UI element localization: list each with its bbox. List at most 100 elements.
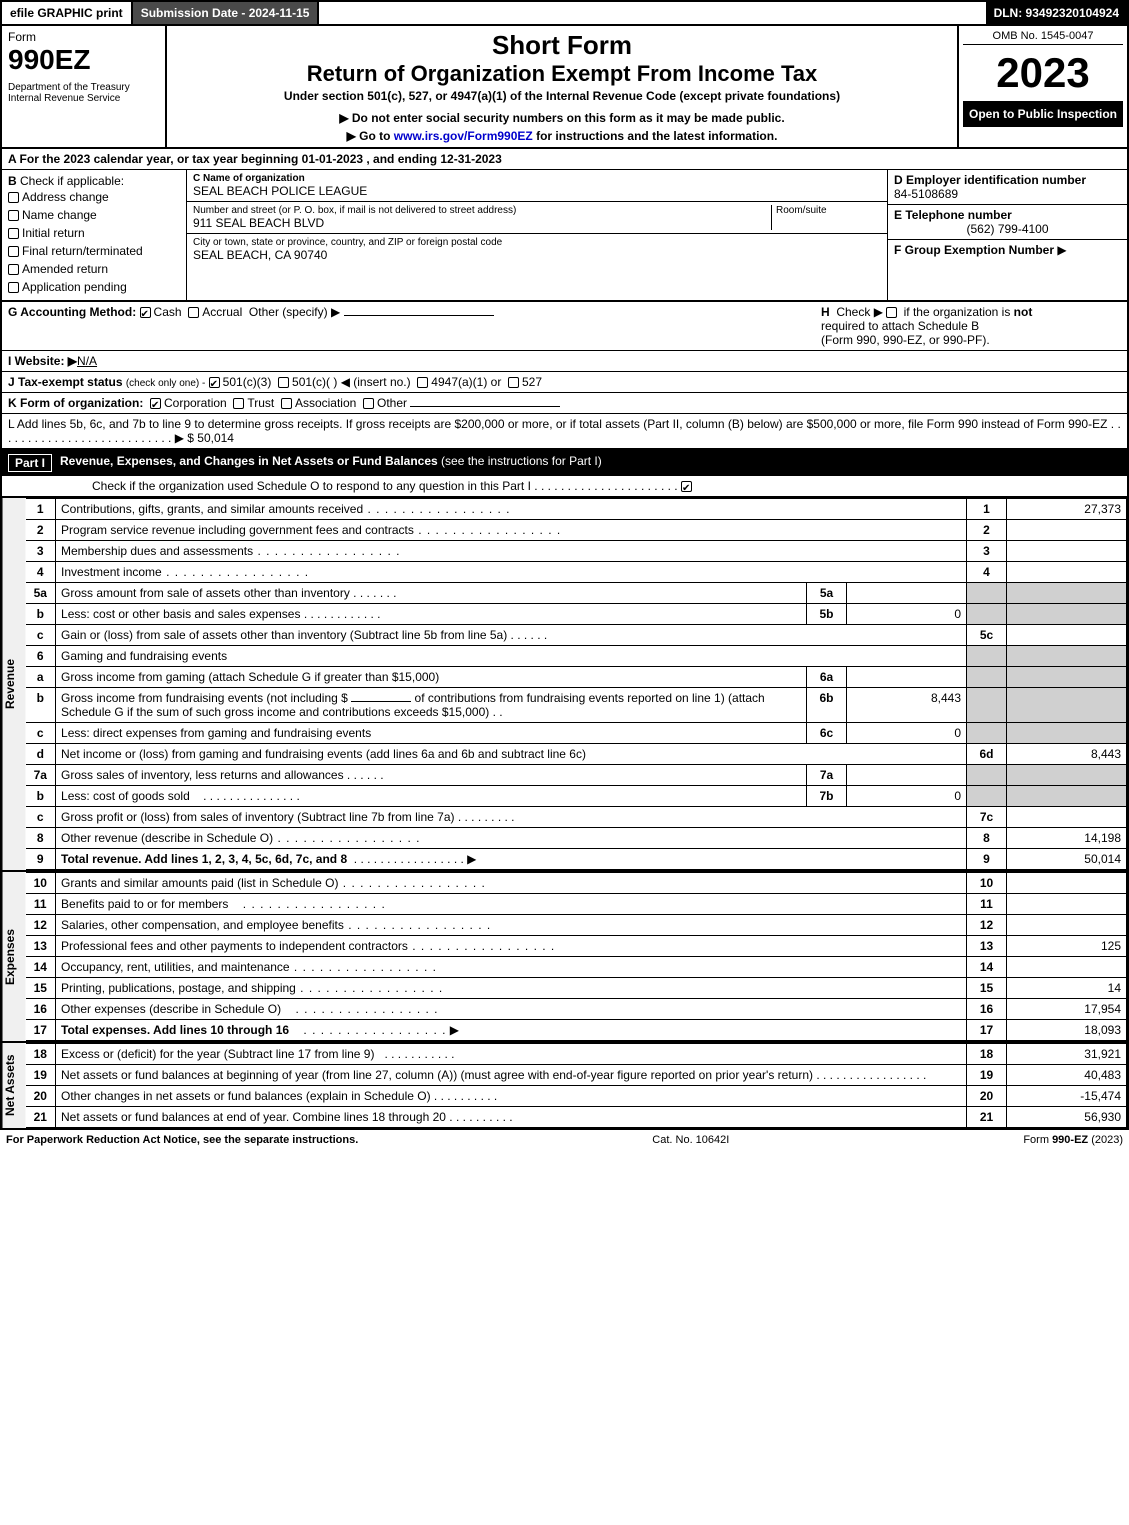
h-check: Check ▶ <box>836 305 883 319</box>
l19-desc: Net assets or fund balances at beginning… <box>61 1068 813 1082</box>
l19-amt: 40,483 <box>1007 1065 1127 1086</box>
l21-num: 21 <box>26 1107 56 1128</box>
l21-ln: 21 <box>967 1107 1007 1128</box>
l6c-mid: 6c <box>807 723 847 744</box>
l2-ln: 2 <box>967 520 1007 541</box>
j-label: J Tax-exempt status <box>8 375 123 389</box>
link-irs[interactable]: www.irs.gov/Form990EZ <box>394 129 533 143</box>
chk-amended-return[interactable]: Amended return <box>8 260 180 278</box>
l12-ln: 12 <box>967 915 1007 936</box>
chk-4947[interactable] <box>417 377 428 388</box>
l7c-num: c <box>26 807 56 828</box>
l5c-desc: Gain or (loss) from sale of assets other… <box>61 628 507 642</box>
l5a-mid: 5a <box>807 583 847 604</box>
subtitle: Under section 501(c), 527, or 4947(a)(1)… <box>171 89 953 103</box>
l2-num: 2 <box>26 520 56 541</box>
chk-initial-return[interactable]: Initial return <box>8 224 180 242</box>
page-footer: For Paperwork Reduction Act Notice, see … <box>0 1130 1129 1150</box>
chk-schedule-o[interactable] <box>681 481 692 492</box>
chk-address-change[interactable]: Address change <box>8 188 180 206</box>
city-label: City or town, state or province, country… <box>193 237 881 248</box>
l16-amt: 17,954 <box>1007 999 1127 1020</box>
lbl-527: 527 <box>522 375 542 389</box>
f-label: F Group Exemption Number <box>894 243 1054 257</box>
l13-amt: 125 <box>1007 936 1127 957</box>
form-header: Form 990EZ Department of the Treasury In… <box>0 26 1129 149</box>
chk-501c[interactable] <box>278 377 289 388</box>
l9-num: 9 <box>26 849 56 870</box>
lbl-other: Other (specify) ▶ <box>249 305 340 319</box>
l5a-desc: Gross amount from sale of assets other t… <box>61 586 350 600</box>
chk-corp[interactable] <box>150 398 161 409</box>
l7c-desc: Gross profit or (loss) from sales of inv… <box>61 810 454 824</box>
lbl-501c3: 501(c)(3) <box>223 375 272 389</box>
l3-ln: 3 <box>967 541 1007 562</box>
chk-other-org[interactable] <box>363 398 374 409</box>
l20-desc: Other changes in net assets or fund bala… <box>61 1089 431 1103</box>
part1-label: Part I <box>8 454 52 472</box>
efile-print[interactable]: efile GRAPHIC print <box>2 2 133 24</box>
netassets-table: 18Excess or (deficit) for the year (Subt… <box>26 1043 1127 1128</box>
chk-501c3[interactable] <box>209 377 220 388</box>
l5c-ln: 5c <box>967 625 1007 646</box>
c-label: C Name of organization <box>193 173 881 184</box>
chk-name-change[interactable]: Name change <box>8 206 180 224</box>
line-k: K Form of organization: Corporation Trus… <box>0 393 1129 414</box>
l17-amt: 18,093 <box>1007 1020 1127 1041</box>
l3-amt <box>1007 541 1127 562</box>
footer-left: For Paperwork Reduction Act Notice, see … <box>6 1134 358 1146</box>
part1-check-note: Check if the organization used Schedule … <box>0 476 1129 498</box>
l4-num: 4 <box>26 562 56 583</box>
l3-desc: Membership dues and assessments <box>61 544 253 558</box>
l14-desc: Occupancy, rent, utilities, and maintena… <box>61 960 290 974</box>
netassets-section: Net Assets 18Excess or (deficit) for the… <box>0 1043 1129 1130</box>
i-label: I Website: ▶ <box>8 354 77 368</box>
l5b-mida: 0 <box>847 604 967 625</box>
l1-desc: Contributions, gifts, grants, and simila… <box>61 502 363 516</box>
l7a-desc: Gross sales of inventory, less returns a… <box>61 768 344 782</box>
l8-desc: Other revenue (describe in Schedule O) <box>61 831 273 845</box>
l16-ln: 16 <box>967 999 1007 1020</box>
l17-num: 17 <box>26 1020 56 1041</box>
l7a-mida <box>847 765 967 786</box>
l8-amt: 14,198 <box>1007 828 1127 849</box>
l7a-mid: 7a <box>807 765 847 786</box>
d-label: D Employer identification number <box>894 173 1086 187</box>
l5a-mida <box>847 583 967 604</box>
city-value: SEAL BEACH, CA 90740 <box>193 248 881 262</box>
l7c-amt <box>1007 807 1127 828</box>
chk-h[interactable] <box>886 307 897 318</box>
lbl-corp: Corporation <box>164 396 227 410</box>
chk-application-pending[interactable]: Application pending <box>8 278 180 296</box>
room-label: Room/suite <box>776 205 881 216</box>
l4-amt <box>1007 562 1127 583</box>
lbl-assoc: Association <box>295 396 356 410</box>
l7b-num: b <box>26 786 56 807</box>
l-amount: $ 50,014 <box>187 431 234 445</box>
l5b-mid: 5b <box>807 604 847 625</box>
h-t4: (Form 990, 990-EZ, or 990-PF). <box>821 333 990 347</box>
chk-527[interactable] <box>508 377 519 388</box>
revenue-section: Revenue 1Contributions, gifts, grants, a… <box>0 498 1129 872</box>
chk-cash[interactable] <box>140 307 151 318</box>
l8-num: 8 <box>26 828 56 849</box>
chk-assoc[interactable] <box>281 398 292 409</box>
form-number: 990EZ <box>8 44 159 76</box>
title-short-form: Short Form <box>171 30 953 61</box>
dln: DLN: 93492320104924 <box>986 2 1127 24</box>
lbl-cash: Cash <box>154 305 182 319</box>
l6b-desc1: Gross income from fundraising events (no… <box>61 691 348 705</box>
l17-desc: Total expenses. Add lines 10 through 16 <box>61 1023 289 1037</box>
chk-final-return[interactable]: Final return/terminated <box>8 242 180 260</box>
l6d-num: d <box>26 744 56 765</box>
chk-accrual[interactable] <box>188 307 199 318</box>
org-name: SEAL BEACH POLICE LEAGUE <box>193 184 881 198</box>
l19-num: 19 <box>26 1065 56 1086</box>
l8-ln: 8 <box>967 828 1007 849</box>
part1-sub: (see the instructions for Part I) <box>441 454 602 468</box>
l11-desc: Benefits paid to or for members <box>61 897 228 911</box>
l14-num: 14 <box>26 957 56 978</box>
chk-trust[interactable] <box>233 398 244 409</box>
l6a-desc: Gross income from gaming (attach Schedul… <box>61 670 439 684</box>
part1-header: Part I Revenue, Expenses, and Changes in… <box>0 450 1129 476</box>
